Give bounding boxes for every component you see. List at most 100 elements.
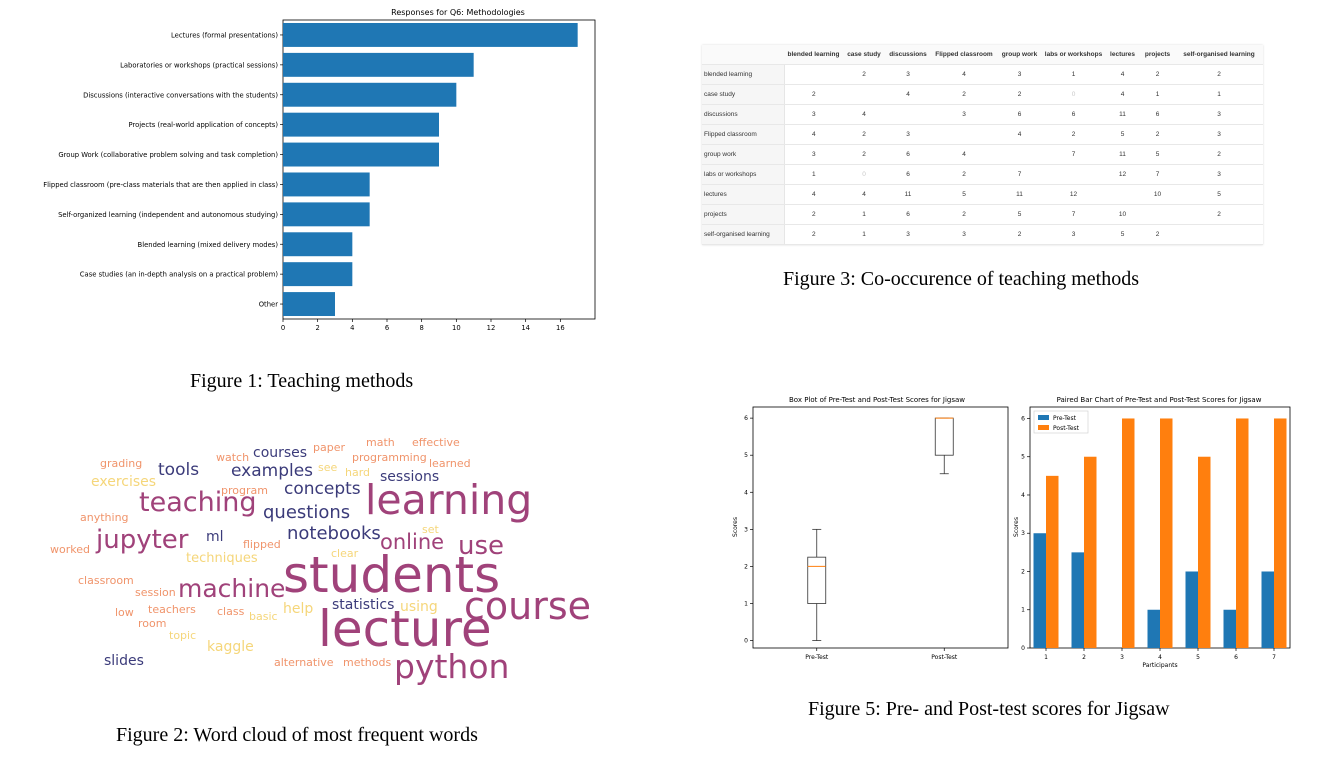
y-tick-label: Group Work (collaborative problem solvin… bbox=[58, 151, 278, 159]
table-cell: 3 bbox=[784, 144, 843, 165]
box-pre-test bbox=[807, 528, 827, 641]
table-cell: 10 bbox=[1105, 204, 1140, 225]
table-cell: 7 bbox=[1042, 144, 1105, 165]
bar-6 bbox=[283, 172, 370, 197]
y-tick-label: Other bbox=[259, 301, 279, 309]
column-header: lectures bbox=[1105, 45, 1140, 65]
bar-pre-test-7 bbox=[1261, 571, 1274, 648]
table-cell: 5 bbox=[1140, 144, 1175, 165]
word-jupyter: jupyter bbox=[96, 525, 189, 555]
x-tick-label: Pre-Test bbox=[805, 654, 829, 661]
word-sessions: sessions bbox=[380, 469, 440, 485]
table-cell: 3 bbox=[1175, 164, 1263, 185]
box-plot-title: Box Plot of Pre-Test and Post-Test Score… bbox=[789, 396, 965, 404]
table-cell bbox=[885, 104, 931, 125]
table-cell: 4 bbox=[885, 84, 931, 105]
legend-swatch bbox=[1038, 415, 1049, 420]
table-cell: 0 bbox=[1042, 84, 1105, 105]
row-header: labs or workshops bbox=[702, 164, 785, 185]
table-cell: 3 bbox=[1175, 104, 1263, 125]
table-cell: 1 bbox=[843, 224, 885, 245]
y-tick-label: Lectures (formal presentations) bbox=[171, 31, 278, 39]
word-methods: methods bbox=[343, 656, 392, 669]
bar-10 bbox=[283, 292, 335, 317]
table-cell: 3 bbox=[784, 104, 843, 125]
table-cell: 4 bbox=[784, 184, 843, 205]
word-slides: slides bbox=[104, 653, 144, 669]
y-tick-label: 5 bbox=[1021, 454, 1025, 461]
table-cell: 3 bbox=[931, 104, 997, 125]
table-cell bbox=[1042, 164, 1105, 185]
table-cell: 2 bbox=[1175, 144, 1263, 165]
x-tick-label: 12 bbox=[487, 324, 496, 332]
table-cell: 2 bbox=[1175, 204, 1263, 225]
bar-post-test-3 bbox=[1122, 418, 1135, 648]
table-cell: 2 bbox=[931, 204, 997, 225]
bar-7 bbox=[283, 202, 370, 227]
row-header: Flipped classroom bbox=[702, 124, 785, 145]
y-tick-label: 6 bbox=[744, 415, 748, 422]
box-plot-frame bbox=[752, 406, 1009, 649]
x-tick-label: 2 bbox=[316, 324, 320, 332]
table-cell: 1 bbox=[1140, 84, 1175, 105]
y-tick-label: 2 bbox=[744, 563, 748, 570]
table-cell: 2 bbox=[1140, 224, 1175, 245]
table-cell: 2 bbox=[843, 124, 885, 145]
word-teaching: teaching bbox=[139, 487, 257, 518]
row-header: discussions bbox=[702, 104, 785, 125]
table-cell: 2 bbox=[784, 204, 843, 225]
table-row: discussions 3 4 3 6 6 11 6 3 bbox=[702, 104, 1263, 125]
word-cloud: students lecture learning course python teach… bbox=[40, 432, 600, 692]
bar-pre-test-1 bbox=[1033, 533, 1046, 648]
table-cell: 2 bbox=[843, 144, 885, 165]
bar-pre-test-6 bbox=[1223, 609, 1236, 648]
table-cell: 1 bbox=[784, 164, 843, 185]
y-tick-label: 0 bbox=[1021, 645, 1025, 652]
y-tick-label: 6 bbox=[1021, 415, 1025, 422]
y-tick-label: Laboratories or workshops (practical ses… bbox=[120, 61, 278, 69]
table-cell: 5 bbox=[997, 204, 1042, 225]
plot-frame bbox=[282, 19, 596, 320]
table-cell bbox=[997, 144, 1042, 165]
word-program: program bbox=[221, 484, 268, 497]
word-watch: watch bbox=[216, 451, 250, 464]
word-statistics: statistics bbox=[332, 597, 395, 613]
figure-1-caption: Figure 1: Teaching methods bbox=[190, 370, 414, 392]
word-classroom: classroom bbox=[78, 574, 134, 587]
word-using: using bbox=[400, 599, 438, 615]
word-online: online bbox=[380, 530, 445, 554]
word-courses: courses bbox=[253, 445, 308, 461]
y-tick-label: Self-organized learning (independent and… bbox=[58, 211, 278, 219]
co-occurrence-table: blended learning case study discussions Fli… bbox=[702, 45, 1263, 245]
word-teachers: teachers bbox=[148, 603, 196, 616]
word-class: class bbox=[217, 605, 245, 618]
word-notebooks: notebooks bbox=[287, 523, 381, 544]
table-cell: 3 bbox=[1175, 124, 1263, 145]
word-help: help bbox=[283, 601, 314, 617]
word-learned: learned bbox=[429, 457, 471, 470]
word-concepts: concepts bbox=[284, 479, 361, 499]
word-kaggle: kaggle bbox=[207, 639, 254, 655]
table-cell: 5 bbox=[931, 184, 997, 205]
table-cell: 2 bbox=[1140, 124, 1175, 145]
table-cell: 2 bbox=[1175, 64, 1263, 85]
figure-5-caption: Figure 5: Pre- and Post-test scores for … bbox=[808, 698, 1170, 720]
x-tick-label: 8 bbox=[420, 324, 424, 332]
word-topic: topic bbox=[169, 629, 197, 642]
table-cell: 0 bbox=[843, 164, 885, 185]
legend-label: Post-Test bbox=[1053, 425, 1080, 432]
bar-9 bbox=[283, 262, 353, 287]
word-hard: hard bbox=[345, 466, 371, 479]
bar-pre-test-2 bbox=[1071, 552, 1084, 648]
table-cell: 7 bbox=[1042, 204, 1105, 225]
row-header: case study bbox=[702, 84, 785, 105]
figure-5-charts: Box Plot of Pre-Test and Post-Test Score… bbox=[732, 396, 1291, 669]
table-row: group work 3 2 6 4 7 11 5 2 bbox=[702, 144, 1263, 165]
table-cell: 3 bbox=[885, 64, 931, 85]
figure-3-caption: Figure 3: Co-occurence of teaching metho… bbox=[783, 268, 1139, 290]
x-tick-label: Post-Test bbox=[931, 654, 958, 661]
word-machine: machine bbox=[178, 574, 286, 603]
word-session: session bbox=[135, 586, 176, 599]
word-questions: questions bbox=[263, 502, 351, 523]
word-room: room bbox=[138, 617, 167, 630]
